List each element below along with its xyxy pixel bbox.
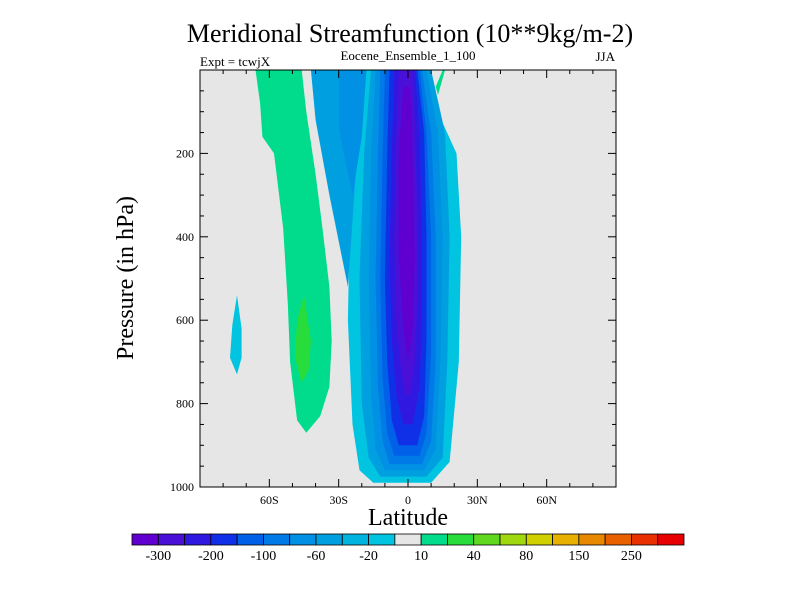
colorbar-swatch [420,533,448,546]
colorbar-swatch [184,533,212,546]
contour-region-southern-positive-band [255,70,332,433]
colorbar-label: -200 [198,549,224,564]
colorbar-label: 250 [621,549,642,564]
colorbar-swatch [157,533,185,546]
colorbar-swatch [447,533,475,546]
colorbar-label: 10 [414,549,428,564]
colorbar: -300 -200 -100 -60 -20 10 40 80 150 250 [131,533,685,564]
y-axis-title: Pressure (in hPa) [113,196,139,360]
colorbar-label: -100 [251,549,277,564]
colorbar-swatch [525,533,553,546]
x-tick-label: 60N [536,493,557,507]
colorbar-swatch [631,533,659,546]
contour-region-northern-positive-sliver [435,70,445,95]
x-tick-label: 30S [329,493,348,507]
colorbar-swatch [657,533,685,546]
colorbar-swatch [263,533,291,546]
chart-title: Meridional Streamfunction (10**9kg/m-2) [187,19,633,48]
colorbar-swatch [236,533,264,546]
colorbar-swatch [341,533,369,546]
plot-frame [199,69,617,488]
colorbar-swatch [578,533,606,546]
y-tick-label: 400 [176,230,194,244]
y-tick-label: 200 [176,146,194,160]
contour-region-southern-positive-core [294,295,311,383]
colorbar-swatch [473,533,501,546]
colorbar-swatch [394,533,422,546]
contour-region-small-negative-island [230,295,242,375]
colorbar-label: 80 [519,549,533,564]
left-corner-label: Expt = tcwjX [200,54,271,69]
x-tick-label: 60S [260,493,279,507]
y-tick-label: 800 [176,397,194,411]
x-axis-title: Latitude [368,505,448,531]
contour-fill-layer [230,70,462,483]
axis-ticks [200,70,616,488]
axis-tick-labels: 60S 30S 0 30N 60N 200 400 600 800 1000 [170,146,557,507]
colorbar-swatch [289,533,317,546]
x-tick-label: 30N [467,493,488,507]
colorbar-label: 40 [467,549,481,564]
contour-region-southern-shoulder-inner [338,70,367,196]
colorbar-swatch [315,533,343,546]
y-tick-label: 1000 [170,480,194,494]
contour-region-equatorial-cell-l300 [398,86,415,362]
colorbar-label: -60 [307,549,326,564]
colorbar-swatch [499,533,527,546]
chart-subtitle: Eocene_Ensemble_1_100 [340,48,475,63]
x-tick-label: 0 [405,493,411,507]
colorbar-swatch [368,533,396,546]
y-tick-label: 600 [176,313,194,327]
colorbar-swatch [210,533,238,546]
colorbar-label: -300 [145,549,171,564]
colorbar-label: 150 [568,549,589,564]
right-corner-label: JJA [595,49,615,64]
colorbar-label: -20 [359,549,378,564]
colorbar-swatch [604,533,632,546]
colorbar-swatch [552,533,580,546]
colorbar-swatch [131,533,159,546]
